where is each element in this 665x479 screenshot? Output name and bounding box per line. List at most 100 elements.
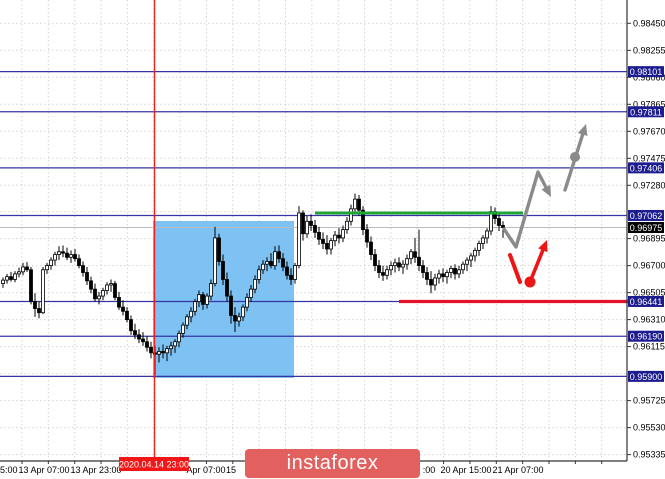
candle-body	[413, 251, 417, 258]
red-up-arrow-head	[538, 240, 548, 253]
time-axis-label: 15	[226, 465, 236, 475]
bull-candle	[349, 204, 353, 226]
candle-body	[441, 273, 445, 278]
bear-candle	[429, 271, 433, 294]
bull-candle	[49, 257, 53, 270]
candle-body	[453, 267, 457, 275]
candle-body	[229, 295, 233, 316]
time-axis-label: 13 Apr 23:00	[70, 465, 121, 475]
candle-body	[429, 279, 433, 286]
candle-body	[69, 254, 73, 258]
candle-body	[497, 218, 501, 226]
bear-candle	[269, 253, 273, 269]
price-axis-label: 0.96115	[633, 342, 665, 352]
bull-candle	[109, 279, 113, 292]
candle-body	[25, 266, 29, 271]
candle-body	[457, 269, 461, 275]
price-axis-label: 0.98060	[633, 72, 665, 82]
bear-candle	[281, 253, 285, 272]
candle-body	[113, 283, 117, 298]
bull-candle	[181, 322, 185, 338]
candle-body	[329, 240, 333, 250]
candle-body	[349, 208, 353, 222]
bear-candle	[325, 235, 329, 255]
bear-candle	[121, 300, 125, 316]
price-level-badge-text: 0.98101	[630, 67, 663, 77]
candlesticks	[1, 193, 505, 375]
bull-candle	[385, 265, 389, 280]
candle-body	[449, 267, 453, 273]
bear-candle	[321, 232, 325, 249]
price-axis-label: 0.98450	[633, 18, 665, 28]
bull-candle	[389, 261, 393, 276]
candle-body	[369, 241, 373, 255]
candle-body	[401, 263, 405, 268]
bull-candle	[157, 347, 161, 363]
red-up-arrow	[530, 240, 548, 279]
bull-candle	[197, 290, 201, 308]
price-axis-label: 0.95530	[633, 423, 665, 433]
price-level-badge-text: 0.97811	[630, 107, 662, 117]
candle-body	[17, 271, 21, 275]
bull-candle	[253, 275, 257, 294]
bull-candle	[101, 287, 105, 301]
candle-body	[353, 198, 357, 210]
candle-body	[217, 237, 221, 262]
candle-body	[221, 261, 225, 280]
candle-body	[373, 254, 377, 267]
price-axis-label: 0.98255	[633, 45, 665, 55]
price-axis-label: 0.95725	[633, 396, 665, 406]
candle-body	[9, 276, 13, 280]
red-up-arrow-line	[530, 248, 545, 279]
candle-body	[293, 265, 297, 280]
bull-candle	[57, 246, 61, 261]
candle-body	[325, 243, 329, 250]
bear-candle	[229, 290, 233, 324]
gray-projection-zigzag-arrow-head	[541, 184, 551, 197]
candle-body	[21, 266, 25, 273]
candle-body	[1, 279, 5, 285]
bear-candle	[425, 266, 429, 285]
candle-body	[397, 262, 401, 268]
price-axis-label: 0.97670	[633, 126, 665, 136]
candle-body	[445, 272, 449, 278]
candle-body	[233, 315, 237, 322]
candle-body	[489, 211, 493, 232]
candle-body	[29, 269, 33, 303]
bear-candle	[77, 254, 81, 269]
bull-candle	[1, 277, 5, 288]
bull-candle	[241, 304, 245, 321]
bull-candle	[273, 246, 277, 270]
bear-candle	[73, 248, 77, 262]
candle-body	[237, 316, 241, 322]
candle-body	[421, 265, 425, 273]
candle-body	[105, 284, 109, 291]
bull-candle	[405, 254, 409, 270]
price-axis-label: 0.97280	[633, 180, 665, 190]
candle-body	[433, 277, 437, 286]
candle-body	[225, 279, 229, 297]
gray-up-arrow-head	[577, 124, 588, 136]
candle-body	[125, 310, 129, 321]
bear-candle	[285, 261, 289, 280]
bear-candle	[125, 307, 129, 323]
gray-target-dot	[570, 152, 580, 162]
bear-candle	[25, 262, 29, 272]
gray-up-arrow	[563, 124, 588, 192]
candle-body	[385, 269, 389, 276]
bear-candle	[9, 271, 13, 282]
price-level-badge-bg	[628, 162, 664, 174]
bear-candle	[441, 268, 445, 283]
gray-projection-zigzag-arrow	[502, 170, 551, 249]
bear-candle	[133, 323, 137, 339]
price-level-badge-text: 0.96441	[630, 297, 663, 307]
grid	[0, 0, 627, 461]
candle-body	[409, 251, 413, 260]
bear-candle	[369, 236, 373, 261]
bull-candle	[445, 269, 449, 284]
bull-candle	[469, 253, 473, 267]
bull-candle	[193, 298, 197, 316]
bear-candle	[61, 245, 65, 258]
candle-body	[265, 261, 269, 265]
